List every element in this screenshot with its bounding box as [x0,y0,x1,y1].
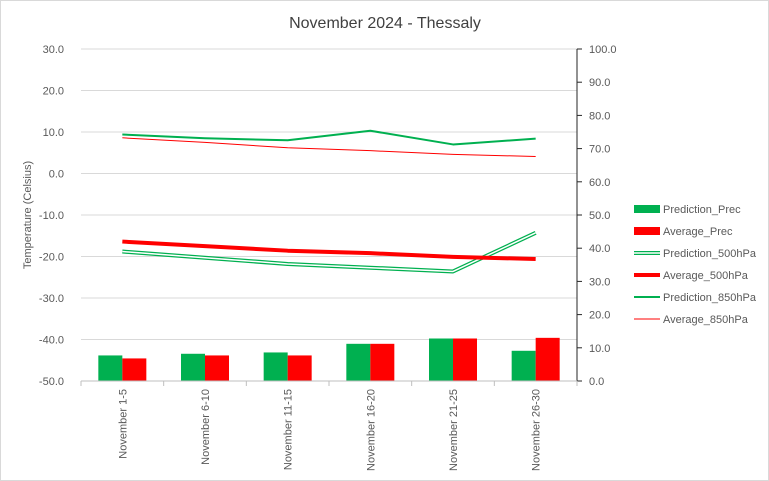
y-tick-label: -20.0 [39,252,64,264]
bars [98,337,560,381]
legend-entry-average-prec: Average_Prec [634,226,733,238]
y2-tick-label: 100.0 [589,44,617,56]
legend-label: Average_850hPa [663,314,749,326]
x-tick-label: November 16-20 [365,389,377,471]
line-average-500hpa [122,239,536,261]
chart-title: November 2024 - Thessaly [289,15,481,32]
legend-entry-average-850hpa: Average_850hPa [634,314,749,326]
legend-entry-prediction-prec: Prediction_Prec [634,204,741,216]
line-prediction-850hpa [122,129,536,146]
y2-tick-label: 80.0 [589,110,610,122]
y2-tick-label: 30.0 [589,276,610,288]
bar-average-prec [287,355,312,381]
bar-prediction-prec [98,355,123,381]
y-tick-label: 0.0 [49,169,64,181]
legend-swatch [634,205,660,213]
y-axis-title: Temperature (Celsius) [22,161,34,269]
y2-tick-label: 40.0 [589,243,610,255]
line-inner-stroke [122,232,536,273]
bar-prediction-prec [346,343,371,381]
legend-label: Average_500hPa [663,270,749,282]
lines [122,129,537,274]
x-tick-label: November 26-30 [531,389,543,471]
x-tick-label: November 11-15 [283,389,295,470]
x-tick-label: November 1-5 [117,389,129,459]
y2-tick-label: 20.0 [589,310,610,322]
bar-average-prec [122,358,147,381]
x-tick-label: November 21-25 [448,389,460,471]
legend-swatch [634,227,660,235]
legend-entry-average-500hpa: Average_500hPa [634,270,749,282]
bar-prediction-prec [263,352,288,381]
y2-tick-label: 70.0 [589,144,610,156]
legend-label: Prediction_500hPa [663,248,757,260]
y-tick-label: 10.0 [43,127,64,139]
legend-label: Average_Prec [663,226,733,238]
gridlines [81,48,577,340]
y2-tick-label: 10.0 [589,343,610,355]
legend-label: Prediction_850hPa [663,292,757,304]
bar-average-prec [453,338,477,381]
x-tick-label: November 6-10 [200,389,212,465]
legend: Prediction_Prec Average_Prec Prediction_50… [634,204,757,326]
y-tick-label: -10.0 [39,210,64,222]
legend-entry-prediction-850hpa: Prediction_850hPa [634,292,757,304]
legend-entry-prediction-500hpa: Prediction_500hPa [634,248,757,260]
bar-average-prec [205,355,229,381]
y2-tick-label: 0.0 [589,376,604,388]
legend-label: Prediction_Prec [663,204,741,216]
bar-average-prec [370,343,395,381]
y-tick-label: -40.0 [39,335,64,347]
y2-tick-label: 60.0 [589,177,610,189]
y-tick-label: 20.0 [43,86,64,98]
y-tick-label: 30.0 [43,44,64,56]
axes: 30.0 20.0 10.0 0.0 -10.0 -20.0 -30.0 -40.0 -50.0… [39,44,617,471]
y2-tick-label: 50.0 [589,210,610,222]
bar-average-prec [535,337,560,381]
y-tick-label: -30.0 [39,293,64,305]
y-tick-label: -50.0 [39,376,64,388]
bar-prediction-prec [181,353,205,381]
bar-prediction-prec [511,350,536,381]
bar-prediction-prec [429,338,453,381]
line-prediction-500hpa [122,231,537,274]
line-average-850hpa [122,137,536,157]
y2-tick-label: 90.0 [589,77,610,89]
